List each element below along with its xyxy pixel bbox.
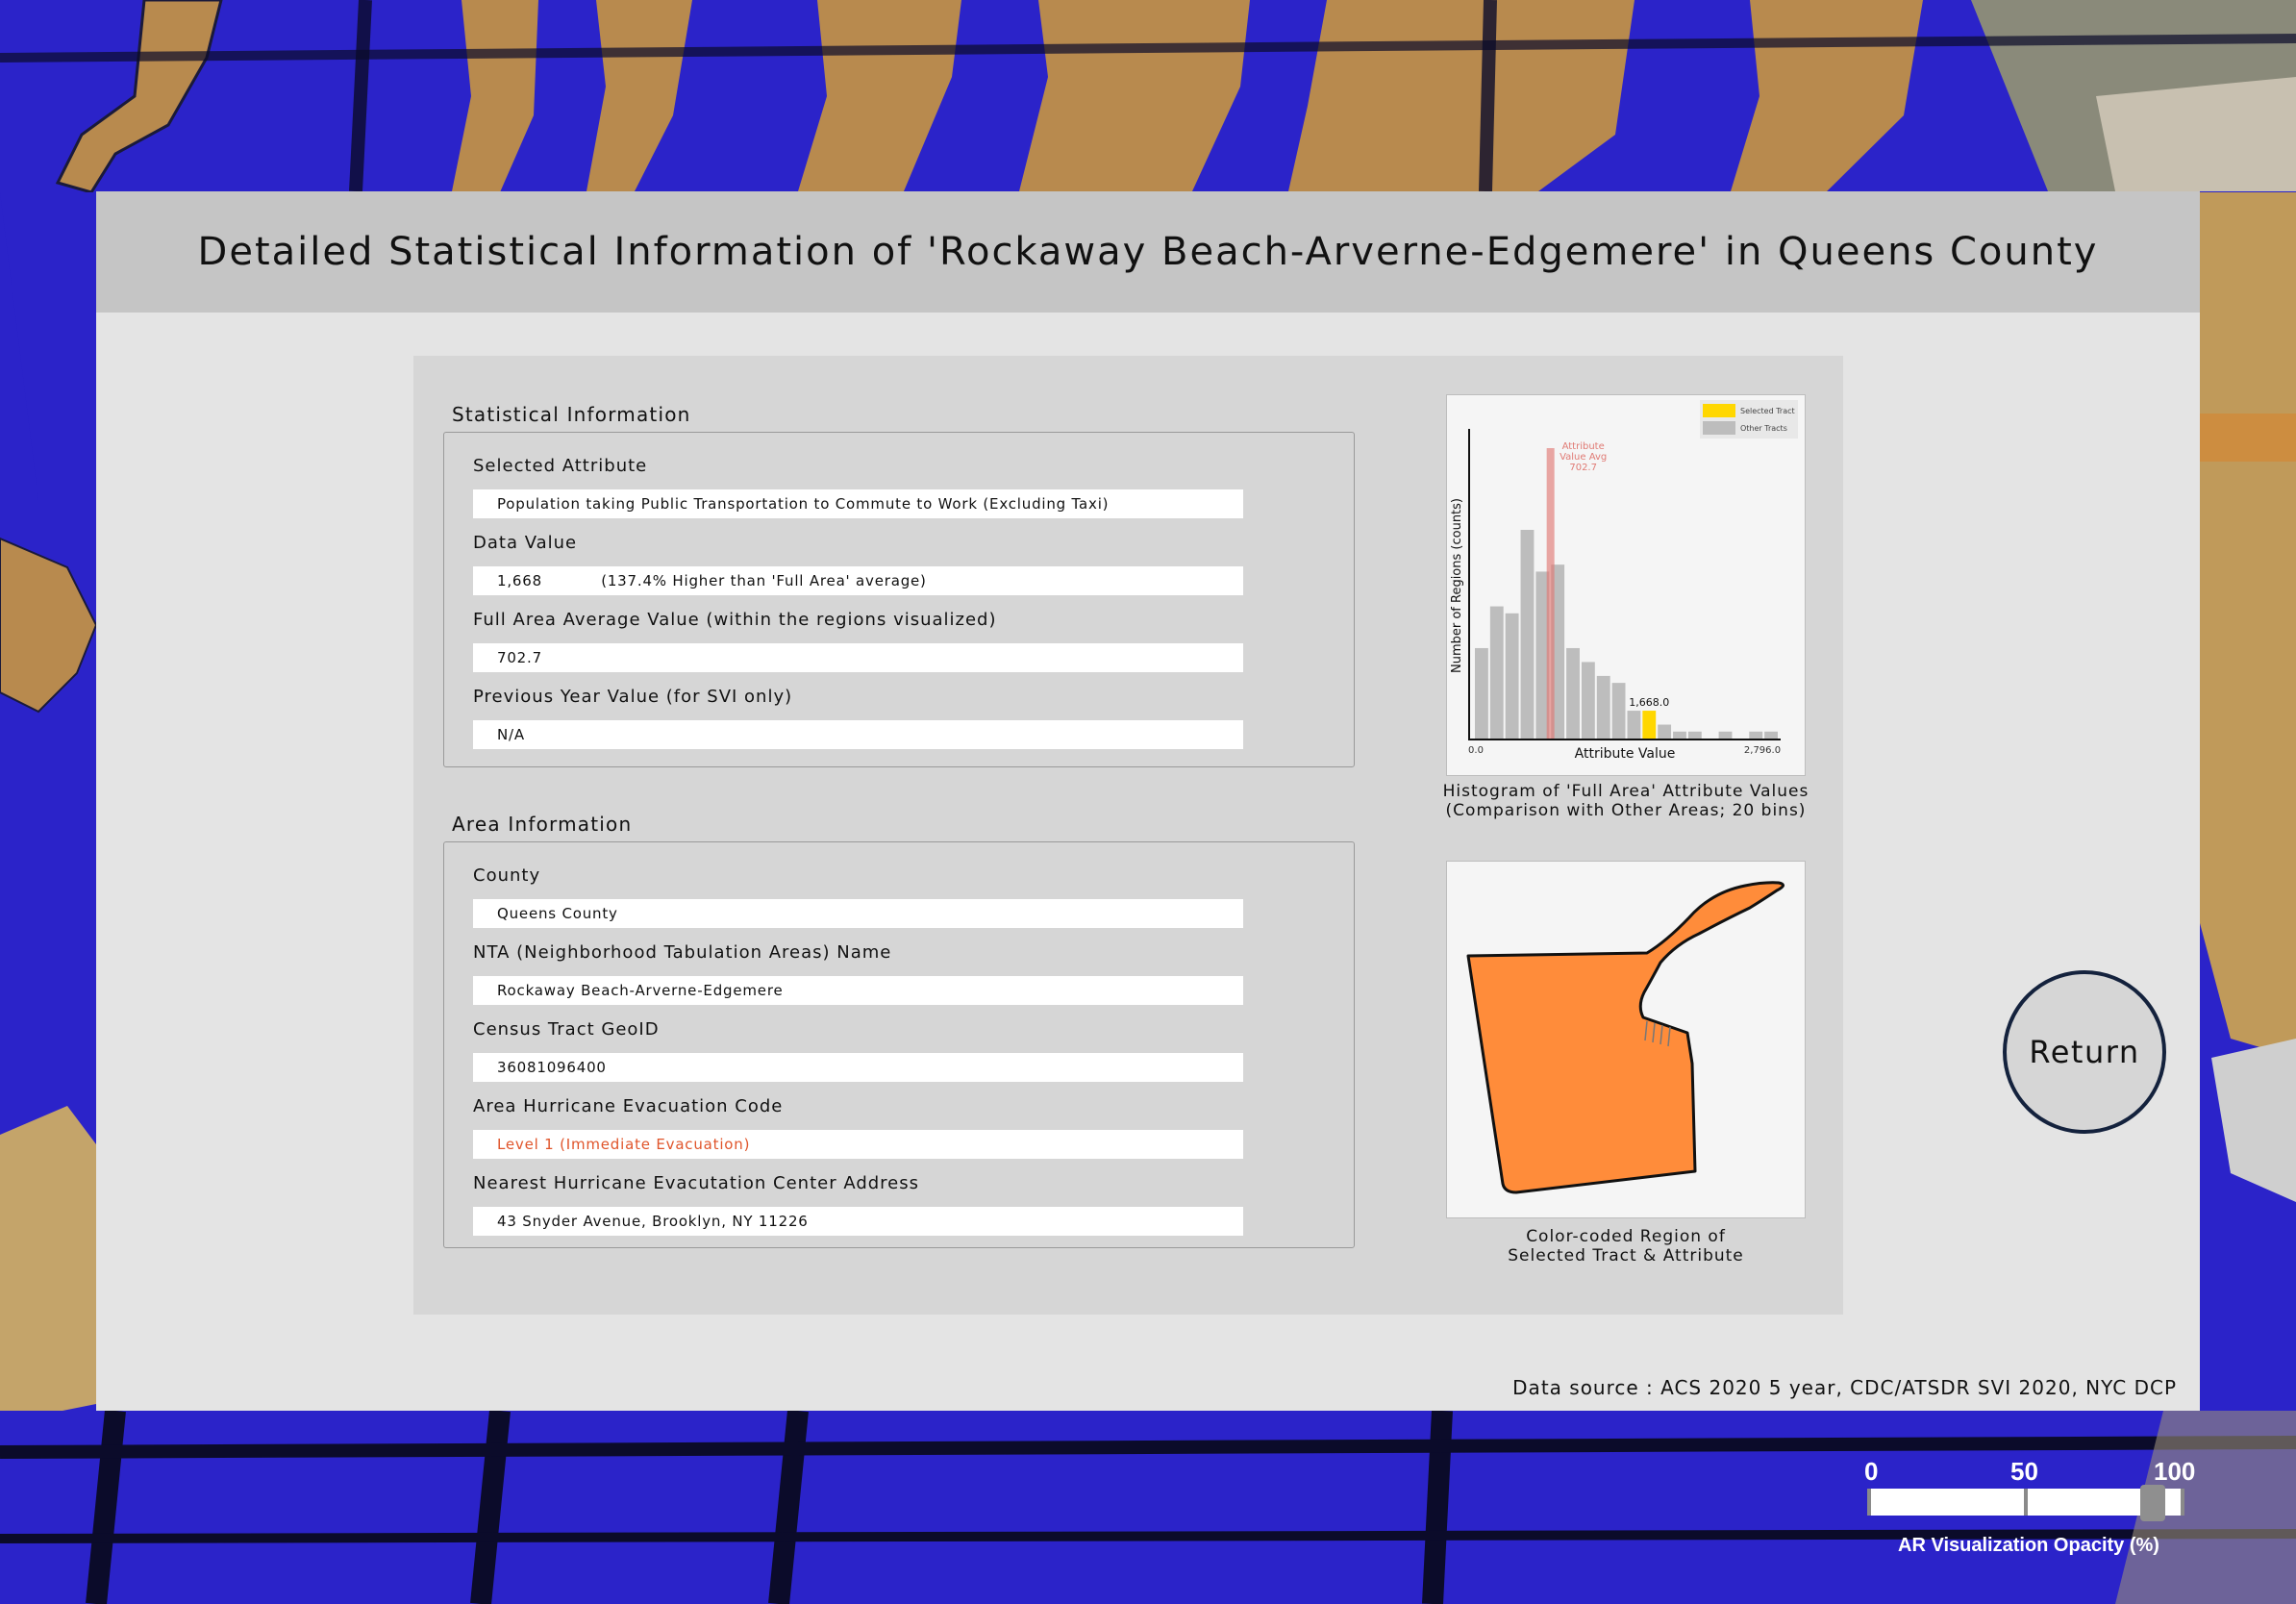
full-area-average-label: Full Area Average Value (within the regi… [473,610,997,630]
slider-mark-0 [1867,1489,1871,1516]
histogram-bar [1489,606,1504,739]
slider-thumb[interactable] [2140,1485,2165,1521]
evacuation-code-value: Level 1 (Immediate Evacuation) [473,1130,1243,1159]
histogram-bar [1764,731,1778,739]
selected-value-label: 1,668.0 [1629,696,1669,709]
nta-name-value: Rockaway Beach-Arverne-Edgemere [473,976,1243,1005]
county-label: County [473,865,541,886]
histogram-chart: Attribute Value Avg 702.7 1,668.0 0.0 2,… [1450,400,1798,762]
county-value: Queens County [473,899,1243,928]
region-map-figure [1446,861,1806,1218]
nta-name-label: NTA (Neighborhood Tabulation Areas) Name [473,942,892,963]
statistical-info-heading: Statistical Information [452,403,691,426]
histogram-caption-line-2: (Comparison with Other Areas; 20 bins) [1445,801,1807,820]
region-map-caption: Color-coded Region of Selected Tract & A… [1424,1227,1828,1266]
histogram-bar [1627,711,1641,739]
evacuation-center-label: Nearest Hurricane Evacutation Center Add… [473,1173,920,1193]
statistical-info-group: Selected Attribute Population taking Pub… [443,432,1355,767]
histogram-bar [1581,662,1595,739]
histogram-bar-selected [1642,711,1657,739]
histogram-bar [1475,647,1488,739]
y-axis-label: Number of Regions (counts) [1450,498,1464,673]
legend-swatch-other [1703,421,1735,435]
region-map-caption-line-2: Selected Tract & Attribute [1508,1246,1744,1266]
average-label-line-1: Attribute [1562,441,1605,452]
slider-tick-50: 50 [2010,1457,2038,1486]
histogram-bar [1718,731,1733,739]
census-tract-label: Census Tract GeoID [473,1019,660,1040]
evacuation-center-value: 43 Snyder Avenue, Brooklyn, NY 11226 [473,1207,1243,1236]
x-min-tick-label: 0.0 [1468,745,1484,756]
opacity-slider[interactable]: 0 50 100 AR Visualization Opacity (%) [1856,1454,2202,1569]
histogram-bar [1749,731,1763,739]
histogram-bar [1673,731,1686,739]
histogram-bar [1658,724,1672,739]
page-title: Detailed Statistical Information of 'Roc… [197,230,2099,274]
histogram-bar [1505,613,1519,739]
slider-tick-0: 0 [1864,1457,1879,1486]
average-label-line-2: Value Avg [1560,452,1607,463]
x-max-tick-label: 2,796.0 [1744,745,1781,756]
histogram-figure: Attribute Value Avg 702.7 1,668.0 0.0 2,… [1446,394,1806,776]
detail-panel: Detailed Statistical Information of 'Roc… [96,191,2200,1411]
data-value-label: Data Value [473,533,578,553]
selected-attribute-value: Population taking Public Transportation … [473,489,1243,518]
slider-mark-50 [2024,1489,2028,1516]
histogram-bar [1611,683,1626,739]
panel-header: Detailed Statistical Information of 'Roc… [96,191,2200,313]
evacuation-code-label: Area Hurricane Evacuation Code [473,1096,784,1116]
slider-track[interactable] [1867,1489,2184,1516]
histogram-bar [1566,647,1580,739]
histogram-bar [1551,564,1565,739]
legend-label-other: Other Tracts [1740,424,1787,433]
data-value-value: 1,668 (137.4% Higher than 'Full Area' av… [473,566,1243,595]
census-tract-value: 36081096400 [473,1053,1243,1082]
region-map-caption-line-1: Color-coded Region of [1526,1227,1726,1246]
return-button[interactable]: Return [2003,970,2166,1134]
slider-mark-100 [2181,1489,2184,1516]
selected-attribute-label: Selected Attribute [473,456,648,476]
full-area-average-value: 702.7 [473,643,1243,672]
previous-year-value: N/A [473,720,1243,749]
histogram-bar [1596,675,1610,739]
legend-label-selected: Selected Tract [1740,407,1795,415]
area-info-group: County Queens County NTA (Neighborhood T… [443,841,1355,1248]
average-value-line [1546,448,1555,739]
legend-swatch-selected [1703,404,1735,417]
region-shape [1466,881,1784,1194]
slider-label: AR Visualization Opacity (%) [1898,1535,2159,1556]
histogram-caption: Histogram of 'Full Area' Attribute Value… [1424,782,1828,820]
average-label-line-3: 702.7 [1569,463,1597,473]
area-info-heading: Area Information [452,813,633,836]
previous-year-label: Previous Year Value (for SVI only) [473,687,793,707]
histogram-legend: Selected Tract Other Tracts [1700,400,1798,439]
slider-tick-100: 100 [2154,1457,2196,1486]
histogram-bar [1535,571,1550,739]
data-source: Data source : ACS 2020 5 year, CDC/ATSDR… [1512,1376,2177,1399]
histogram-caption-line-1: Histogram of 'Full Area' Attribute Value… [1442,782,1809,801]
region-hatch [1644,1020,1671,1047]
histogram-bar [1520,530,1535,739]
x-axis-label: Attribute Value [1575,746,1676,762]
histogram-bar [1687,731,1702,739]
content-card: Statistical Information Selected Attribu… [413,356,1843,1315]
